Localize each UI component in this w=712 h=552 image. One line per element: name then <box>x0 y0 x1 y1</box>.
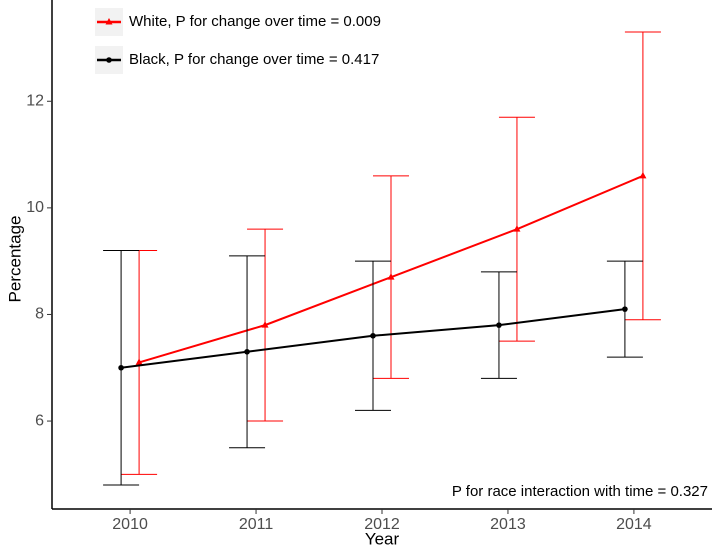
point <box>135 358 143 365</box>
legend-key-marker <box>106 57 112 63</box>
point <box>118 364 124 371</box>
point <box>370 332 376 339</box>
point <box>513 225 521 232</box>
x-tick-label: 2010 <box>112 516 148 533</box>
x-tick-label: 2014 <box>616 516 652 533</box>
y-tick-label: 12 <box>26 92 44 109</box>
point <box>639 171 647 179</box>
point <box>622 306 628 312</box>
y-axis-label: Percentage <box>5 216 24 303</box>
y-tick-label: 6 <box>35 412 44 429</box>
x-tick-label: 2013 <box>490 516 526 533</box>
annotation: P for race interaction with time = 0.327 <box>452 483 708 500</box>
point <box>387 273 395 280</box>
y-tick-label: 10 <box>26 199 44 216</box>
legend-key-marker <box>105 18 113 25</box>
legend-label: Black, P for change over time = 0.417 <box>129 51 379 68</box>
point <box>244 348 250 355</box>
point <box>261 321 269 328</box>
y-tick-label: 8 <box>35 306 44 323</box>
x-tick-label: 2011 <box>239 516 274 533</box>
x-tick-label: 2012 <box>364 516 400 533</box>
legend-label: White, P for change over time = 0.009 <box>129 13 381 30</box>
x-axis-label: Year <box>365 529 400 548</box>
point <box>496 322 502 328</box>
